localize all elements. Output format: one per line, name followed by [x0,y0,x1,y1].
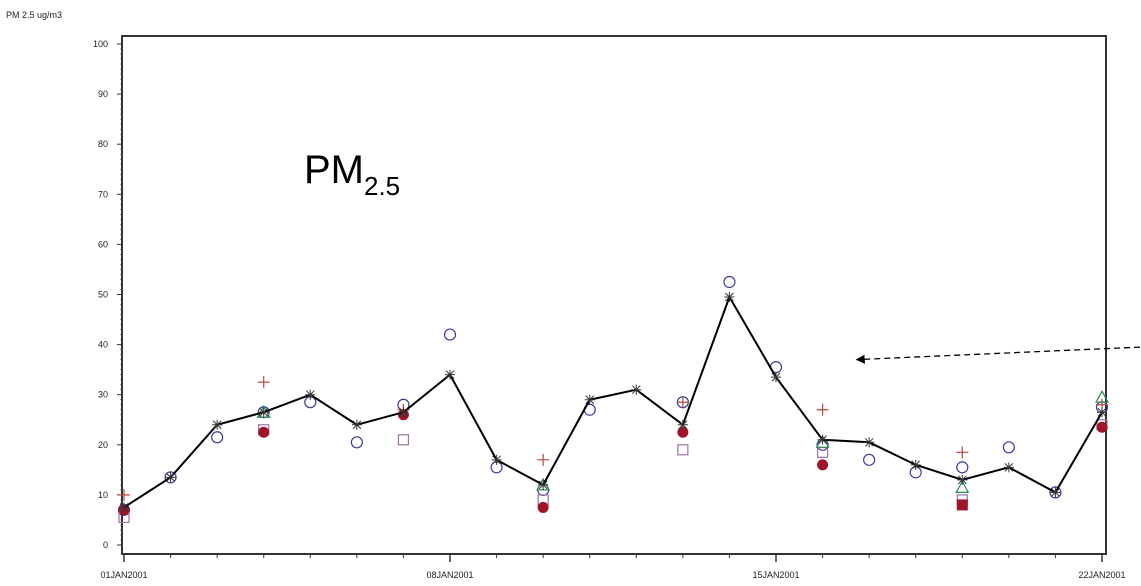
star-marker [864,437,875,448]
plus-marker [816,403,829,416]
annotation-subscript: 2.5 [364,171,401,201]
series-line [123,294,1103,509]
star-marker [910,459,921,470]
x-tick-label: 22JAN2001 [1078,570,1125,580]
triangle-marker [815,435,830,448]
filled-circle-marker [537,501,549,513]
y-tick-label: 30 [98,390,108,400]
star-marker [631,384,642,395]
star-marker [1003,462,1014,473]
circle-marker [1049,486,1062,499]
y-tick-label: 0 [103,540,108,550]
triangle-marker [955,480,970,493]
star-marker [538,479,549,490]
y-tick-label: 100 [93,39,108,49]
star-marker [584,394,595,405]
filled-circle-marker [817,459,829,471]
star-marker [398,407,409,418]
circle-marker [164,471,177,484]
circle-marker [211,431,224,444]
circle-marker [1002,441,1015,454]
filled-square-marker [956,499,968,511]
circle-marker [863,453,876,466]
star-marker [1050,487,1061,498]
filled-circle-marker [1096,421,1108,433]
star-marker [957,474,968,485]
star-marker [165,472,176,483]
square-marker [677,444,689,456]
star-marker [212,419,223,430]
y-axis-label: PM 2.5 ug/m3 [6,10,63,20]
star-marker [1097,407,1107,418]
x-tick-label: 15JAN2001 [752,570,799,580]
x-tick-label: 01JAN2001 [100,570,147,580]
y-tick-label: 70 [98,189,108,199]
plus-marker [676,396,689,409]
circle-marker [443,328,457,341]
y-tick-label: 50 [98,290,108,300]
dashed-arrow [855,346,1141,364]
plus-marker [537,453,550,466]
plus-marker [956,446,969,459]
y-tick-label: 20 [98,440,108,450]
square-marker [397,434,410,446]
star-marker [351,419,362,430]
filled-circle-marker [258,426,270,438]
y-tick-label: 60 [98,239,108,249]
chart-annotation-pm25: PM2.5 [304,150,400,199]
star-marker [817,434,828,445]
circle-marker [723,275,736,289]
circle-marker [956,461,969,474]
y-tick-label: 40 [98,340,108,350]
star-marker [258,407,269,418]
triangle-marker [1094,389,1110,403]
star-marker [119,502,129,513]
x-tick-label: 08JAN2001 [426,570,473,580]
star-marker [445,369,455,380]
star-marker [491,454,502,465]
star-marker [677,419,688,430]
annotation-main: PM [304,148,364,192]
star-marker [771,372,781,383]
star-marker [724,292,735,303]
star-marker [305,389,316,400]
y-tick-label: 80 [98,139,108,149]
y-tick-label: 90 [98,89,108,99]
plus-marker [118,488,130,501]
circle-marker [350,436,363,449]
y-tick-label: 10 [98,490,108,500]
plus-marker [257,376,270,389]
